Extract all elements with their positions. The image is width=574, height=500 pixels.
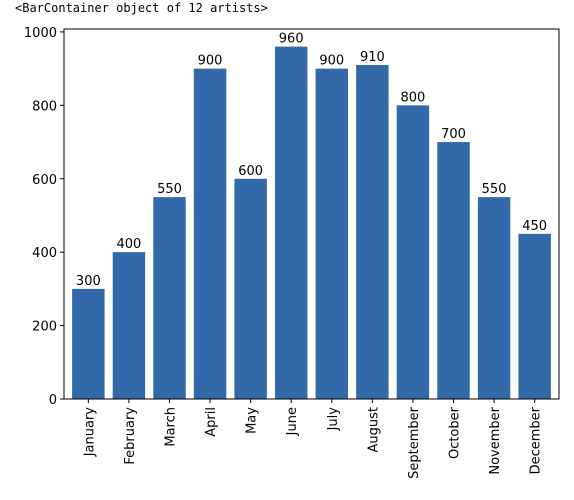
data-label-january: 300 [76, 274, 101, 289]
data-label-june: 960 [279, 32, 304, 47]
x-tick-label-december: December [529, 406, 544, 474]
x-tick-label-october: October [448, 406, 463, 459]
bar-april [193, 68, 227, 399]
data-label-july: 900 [319, 54, 344, 69]
y-tick-label-600: 600 [32, 173, 57, 188]
bar-february [112, 252, 146, 399]
x-tick-label-november: November [488, 406, 503, 474]
plot-frame [63, 28, 560, 400]
bar-may [234, 178, 267, 399]
data-label-september: 800 [401, 90, 426, 105]
data-label-october: 700 [441, 127, 466, 142]
x-tick-label-september: September [407, 406, 422, 479]
x-tick-label-february: February [123, 407, 138, 465]
x-tick-label-august: August [366, 407, 381, 453]
bar-september [396, 105, 430, 399]
bar-march [153, 197, 186, 399]
data-label-november: 550 [482, 182, 507, 197]
data-label-february: 400 [117, 237, 142, 252]
x-tick-label-april: April [204, 407, 219, 437]
x-tick-label-march: March [163, 407, 178, 447]
bar-october [437, 142, 470, 399]
y-tick-label-200: 200 [32, 320, 57, 335]
data-label-may: 600 [238, 164, 263, 179]
output-repr-text: <BarContainer object of 12 artists> [15, 1, 268, 15]
x-tick-label-may: May [245, 407, 260, 434]
x-tick-label-june: June [285, 407, 300, 436]
y-tick-label-1000: 1000 [24, 26, 57, 41]
y-tick-label-400: 400 [32, 246, 57, 261]
data-label-march: 550 [157, 182, 182, 197]
y-tick-label-800: 800 [32, 99, 57, 114]
x-tick-label-january: January [82, 407, 97, 458]
x-tick-label-july: July [326, 407, 341, 432]
bar-june [274, 46, 308, 400]
y-tick-label-0: 0 [49, 393, 57, 408]
data-label-december: 450 [522, 219, 547, 234]
bar-january [72, 288, 105, 399]
bar-december [518, 233, 551, 399]
bar-november [477, 197, 511, 399]
bar-july [315, 68, 349, 399]
data-label-august: 910 [360, 50, 385, 65]
data-label-april: 900 [198, 54, 223, 69]
bar-august [356, 64, 389, 399]
